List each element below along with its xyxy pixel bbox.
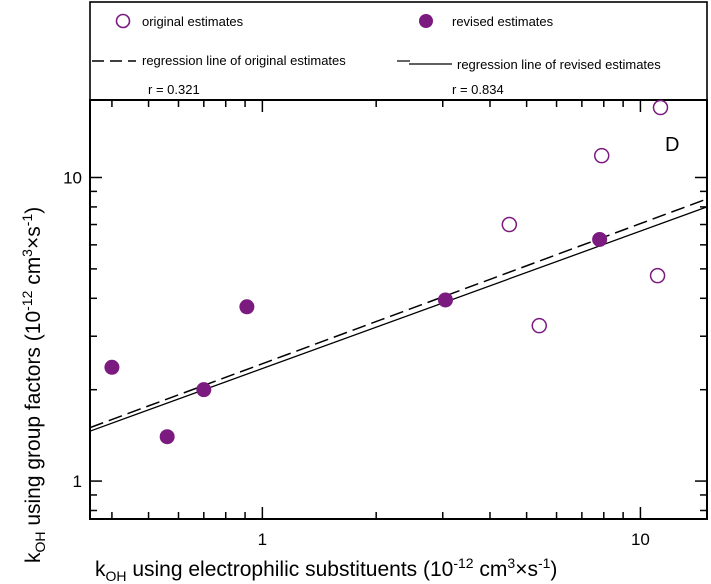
legend-r-revised: r = 0.834 — [452, 82, 504, 97]
x-axis-title: kOH using electrophilic substituents (10… — [95, 555, 557, 584]
original-estimate-point-3 — [649, 267, 666, 284]
regression-line-original — [89, 198, 708, 429]
legend-open-circle-symbol — [115, 13, 131, 29]
legend-label-regression-original: regression line of original estimates — [142, 53, 346, 68]
original-estimate-point-4 — [652, 99, 669, 116]
regression-lines — [89, 198, 708, 432]
original-estimate-point-0 — [501, 216, 518, 233]
revised-estimate-point-0 — [104, 359, 120, 375]
axis-ticks — [90, 100, 707, 519]
original-estimate-point-2 — [593, 147, 610, 164]
legend-label-regression-revised: regression line of revised estimates — [457, 57, 661, 72]
legend-label-revised: revised estimates — [452, 14, 554, 29]
revised-estimate-point-1 — [159, 429, 175, 445]
data-points — [104, 99, 669, 445]
y-axis-title: kOH using group factors (10-12 cm3×s-1) — [19, 207, 48, 563]
plot-frame — [89, 99, 708, 520]
revised-estimate-point-3 — [239, 299, 255, 315]
regression-line-revised — [89, 206, 708, 432]
legend-r-original: r = 0.321 — [148, 82, 200, 97]
revised-estimate-point-5 — [592, 231, 608, 247]
revised-estimate-point-2 — [196, 382, 212, 398]
y-tick-label-1: 1 — [73, 472, 82, 491]
x-tick-label-10: 10 — [631, 530, 650, 549]
legend-filled-circle-symbol — [419, 14, 433, 28]
y-tick-label-10: 10 — [63, 168, 82, 187]
original-estimate-point-1 — [531, 317, 548, 334]
revised-estimate-point-4 — [437, 292, 453, 308]
x-tick-label-1: 1 — [258, 530, 267, 549]
panel-label: D — [665, 134, 679, 156]
legend-label-original: original estimates — [142, 14, 244, 29]
